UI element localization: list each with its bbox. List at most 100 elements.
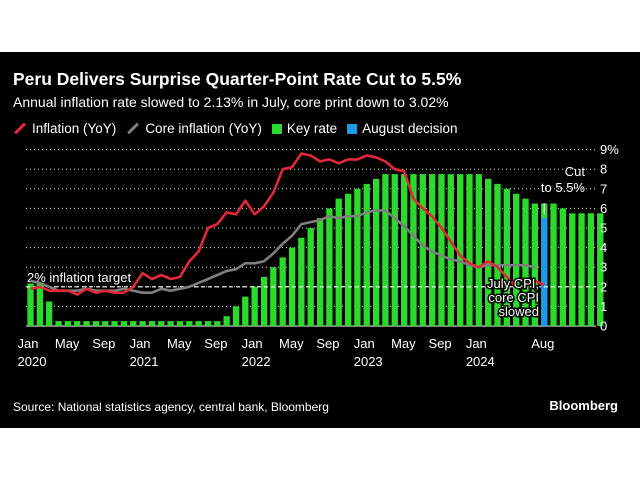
y-tick-label: 8 bbox=[600, 162, 607, 177]
key-rate-bar bbox=[158, 321, 165, 326]
y-tick-label: 5 bbox=[600, 221, 607, 236]
annotation-cut-label: to 5.5% bbox=[541, 180, 586, 195]
x-tick-year-label: 2024 bbox=[466, 354, 495, 369]
key-rate-bar bbox=[335, 198, 342, 326]
key-rate-bar bbox=[475, 174, 482, 326]
series-lines bbox=[30, 152, 545, 296]
key-rate-bar bbox=[503, 188, 510, 326]
key-rate-bar bbox=[316, 218, 324, 326]
key-rate-bar bbox=[354, 188, 361, 326]
key-rate-bar bbox=[139, 321, 146, 326]
x-tick-year-label: 2023 bbox=[354, 354, 383, 369]
y-tick-label: 4 bbox=[600, 240, 607, 255]
x-tick-label: Jan bbox=[354, 336, 375, 351]
x-tick-label: Jan bbox=[18, 336, 39, 351]
y-tick-label: 0 bbox=[600, 319, 607, 334]
key-rate-bar bbox=[494, 183, 501, 326]
key-rate-bar bbox=[92, 321, 100, 326]
key-rate-bar bbox=[363, 183, 370, 326]
x-tick-label: Sep bbox=[428, 336, 451, 351]
annotation-cut-label: Cut bbox=[565, 164, 586, 179]
y-tick-label: 7 bbox=[600, 181, 607, 196]
y-tick-label: 9% bbox=[600, 142, 619, 157]
key-rate-bar bbox=[27, 281, 34, 326]
x-tick-label: Sep bbox=[92, 336, 115, 351]
key-rate-bar bbox=[64, 321, 72, 326]
legend-item-august: August decision bbox=[347, 121, 457, 136]
legend-item-core: Core inflation (YoY) bbox=[126, 121, 262, 136]
key-rate-bar bbox=[148, 321, 156, 326]
core-inflation-line bbox=[30, 209, 536, 295]
legend-label-august: August decision bbox=[362, 121, 458, 136]
key-rate-bar bbox=[513, 193, 520, 326]
legend-label-inflation: Inflation (YoY) bbox=[32, 121, 117, 136]
key-rate-bar bbox=[279, 257, 286, 326]
key-rate-bar bbox=[587, 213, 595, 326]
x-tick-year-label: 2020 bbox=[18, 354, 47, 369]
target-line-group: 2% inflation target bbox=[26, 268, 596, 288]
bloomberg-logo: Bloomberg bbox=[549, 398, 618, 413]
x-tick-label: Sep bbox=[316, 336, 339, 351]
annotation-july-label: core CPI bbox=[488, 290, 539, 305]
key-rate-bar bbox=[419, 174, 426, 326]
key-rate-bar bbox=[83, 321, 90, 326]
key-rate-bar bbox=[400, 174, 408, 326]
key-rate-bar bbox=[307, 228, 314, 326]
legend-item-inflation: Inflation (YoY) bbox=[13, 121, 116, 136]
legend-item-key-rate: Key rate bbox=[271, 121, 338, 136]
key-rate-bar bbox=[111, 321, 118, 326]
y-tick-labels: 0 1 2 3 4 5 6 7 8 9% bbox=[600, 142, 619, 333]
x-tick-label: May bbox=[279, 336, 304, 351]
key-rate-bar bbox=[485, 179, 492, 326]
y-tick-label: 1 bbox=[600, 299, 607, 314]
legend-label-key-rate: Key rate bbox=[286, 121, 338, 136]
key-rate-bar bbox=[326, 208, 333, 326]
key-rate-bar bbox=[559, 208, 567, 326]
key-rate-bar bbox=[260, 277, 268, 326]
key-rate-bar bbox=[130, 321, 137, 326]
key-rate-bar bbox=[204, 321, 212, 326]
legend-swatch-core bbox=[127, 122, 140, 135]
legend-swatch-august bbox=[347, 123, 358, 134]
key-rate-bar bbox=[372, 179, 380, 326]
key-rate-bar bbox=[270, 267, 277, 326]
target-label: 2% inflation target bbox=[27, 270, 131, 285]
key-rate-bar bbox=[522, 198, 529, 326]
legend-label-core: Core inflation (YoY) bbox=[145, 121, 262, 136]
key-rate-bar bbox=[456, 174, 464, 326]
key-rate-bar bbox=[344, 193, 352, 326]
chart-subtitle: Annual inflation rate slowed to 2.13% in… bbox=[13, 94, 449, 110]
key-rate-bar bbox=[550, 203, 557, 326]
x-tick-label: Jan bbox=[466, 336, 487, 351]
key-rate-bar bbox=[410, 174, 417, 326]
x-tick-year-label: 2022 bbox=[242, 354, 271, 369]
key-rate-bar bbox=[232, 306, 240, 326]
legend-swatch-key-rate bbox=[271, 123, 282, 134]
x-tick-label: May bbox=[55, 336, 80, 351]
legend-swatch-inflation bbox=[13, 122, 27, 135]
key-rate-bar bbox=[176, 321, 184, 326]
annotation-july-label: July CPI, bbox=[487, 276, 539, 291]
key-rate-bar bbox=[578, 213, 585, 326]
x-tick-year-label: 2021 bbox=[130, 354, 159, 369]
key-rate-bar bbox=[74, 321, 81, 326]
key-rate-bar bbox=[195, 321, 202, 326]
key-rate-bar bbox=[447, 174, 454, 326]
source-note: Source: National statistics agency, cent… bbox=[13, 400, 329, 414]
x-tick-label: Jan bbox=[130, 336, 151, 351]
x-tick-label: Jan bbox=[242, 336, 263, 351]
key-rate-bar bbox=[223, 316, 230, 326]
x-tick-label: May bbox=[167, 336, 192, 351]
key-rate-bar bbox=[186, 321, 193, 326]
key-rate-bar bbox=[391, 174, 398, 326]
august-decision-bar bbox=[541, 218, 548, 326]
x-tick-label: Sep bbox=[204, 336, 227, 351]
x-tick-label: Aug bbox=[531, 336, 554, 351]
key-rate-bar bbox=[531, 203, 539, 326]
key-rate-bar bbox=[382, 174, 389, 326]
x-tick-labels: Jan 2020 May Sep Jan 2021 May Sep Jan 2022 May Sep J… bbox=[18, 336, 555, 369]
y-tick-label: 2 bbox=[600, 279, 607, 294]
key-rate-bar bbox=[466, 174, 473, 326]
key-rate-bar bbox=[102, 321, 109, 326]
chart-legend: Inflation (YoY) Core inflation (YoY) Key… bbox=[13, 121, 457, 136]
